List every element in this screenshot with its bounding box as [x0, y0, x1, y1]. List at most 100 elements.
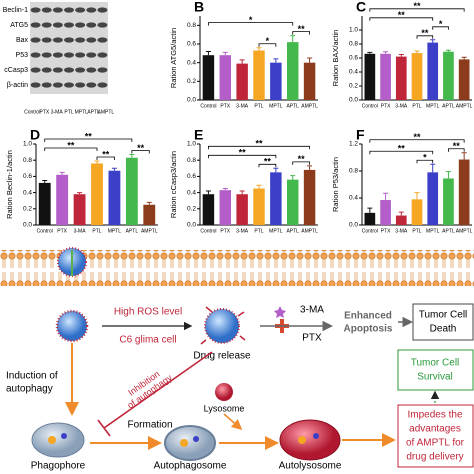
- significance-bracket: [416, 35, 434, 39]
- x-tick-label: 3-MA: [395, 228, 408, 234]
- x-tick-label: MPTL: [269, 103, 283, 109]
- error-bar: [461, 56, 467, 60]
- label: drug delivery: [406, 452, 463, 463]
- significance-label: *: [439, 19, 443, 29]
- significance-bracket: [448, 148, 465, 152]
- bar: [270, 62, 282, 100]
- band: [97, 67, 108, 73]
- bar: [236, 63, 248, 100]
- error-bar: [367, 51, 373, 54]
- y-axis-label: Ration BAX/actin: [331, 30, 340, 87]
- y-axis-label: Ration Beclin-1/actin: [5, 150, 14, 219]
- y-tick-label: 0.0: [23, 222, 32, 229]
- band: [97, 82, 108, 88]
- bar: [125, 157, 138, 225]
- y-tick-label: 0.4: [349, 69, 358, 76]
- error-bar: [42, 179, 48, 183]
- error-bar: [414, 50, 420, 54]
- lysosome-icon: [215, 383, 233, 401]
- label: advantages: [409, 424, 461, 435]
- y-tick-label: 0.4: [23, 189, 32, 196]
- lane-label: AMPTL: [98, 109, 115, 115]
- band: [30, 22, 41, 28]
- row-label: ATG5: [10, 22, 28, 29]
- band: [30, 82, 41, 88]
- y-tick-label: 0.8: [349, 41, 358, 48]
- label: Apoptosis: [344, 324, 393, 335]
- y-tick-label: 0.6: [23, 173, 32, 180]
- x-tick-label: PTX: [381, 103, 391, 109]
- x-tick-label: MPTL: [426, 228, 440, 234]
- significance-bracket: [369, 150, 434, 155]
- y-tick-label: 0.4: [187, 189, 196, 196]
- significance-bracket: [258, 43, 277, 47]
- inhibition-line: [97, 351, 213, 437]
- significance-label: **: [102, 149, 110, 159]
- row-label: Bax: [16, 37, 29, 44]
- y-tick-label: 1.0: [349, 27, 358, 34]
- x-tick-label: Control: [200, 103, 216, 109]
- band: [75, 22, 86, 28]
- error-bar: [146, 201, 152, 205]
- error-bar: [273, 167, 279, 173]
- significance-label: **: [298, 154, 306, 164]
- error-bar: [77, 192, 83, 195]
- error-bar: [273, 58, 279, 63]
- x-tick-label: PTL: [412, 228, 421, 234]
- y-tick-label: 1.2: [349, 141, 358, 148]
- band: [64, 52, 74, 58]
- bar: [236, 194, 248, 225]
- band: [75, 7, 86, 13]
- significance-label: **: [67, 140, 75, 150]
- band: [75, 52, 86, 58]
- y-tick-label: 0.2: [349, 83, 358, 90]
- error-bar: [445, 49, 451, 52]
- error-bar: [290, 175, 296, 180]
- significance-label: **: [239, 148, 247, 158]
- error-bar: [290, 35, 296, 43]
- y-tick-label: 0.8: [23, 157, 32, 164]
- significance-bracket: [44, 138, 133, 143]
- significance-label: **: [137, 143, 145, 153]
- band: [86, 37, 97, 43]
- label: Induction of: [6, 371, 58, 382]
- x-tick-label: AMPTL: [456, 103, 473, 109]
- y-tick-label: 0.8: [349, 168, 358, 175]
- significance-bracket: [292, 31, 310, 35]
- label: Survival: [417, 372, 453, 383]
- bar: [253, 50, 265, 100]
- band: [52, 82, 63, 88]
- x-tick-label: AMPTL: [301, 103, 318, 109]
- bar: [219, 55, 232, 100]
- bar: [303, 62, 316, 100]
- error-bar: [94, 160, 100, 164]
- box: [397, 404, 474, 468]
- bar: [364, 212, 376, 225]
- y-tick-label: 0.6: [349, 55, 358, 62]
- label: Formation: [127, 420, 172, 431]
- panel-label: D: [30, 127, 40, 143]
- band: [75, 67, 86, 73]
- row-label: cCasp3: [4, 67, 28, 74]
- label: High ROS level: [114, 307, 182, 318]
- significance-bracket: [369, 8, 465, 12]
- y-tick-label: 0.0: [187, 97, 196, 104]
- band: [64, 82, 74, 88]
- bar: [380, 200, 391, 225]
- bar: [202, 194, 215, 225]
- error-bar: [205, 190, 211, 195]
- bar: [38, 182, 51, 225]
- y-tick-label: 0.4: [349, 195, 358, 202]
- blot-background: [30, 2, 108, 94]
- label: Autophagosome: [154, 461, 227, 472]
- x-tick-label: APTL: [442, 103, 455, 109]
- bar: [108, 170, 121, 225]
- significance-bracket: [208, 145, 310, 150]
- bar: [364, 53, 376, 100]
- band: [64, 22, 74, 28]
- row-label: β-actin: [7, 82, 28, 89]
- error-bar: [398, 54, 404, 57]
- x-tick-label: PTL: [412, 103, 421, 109]
- bar: [270, 172, 282, 225]
